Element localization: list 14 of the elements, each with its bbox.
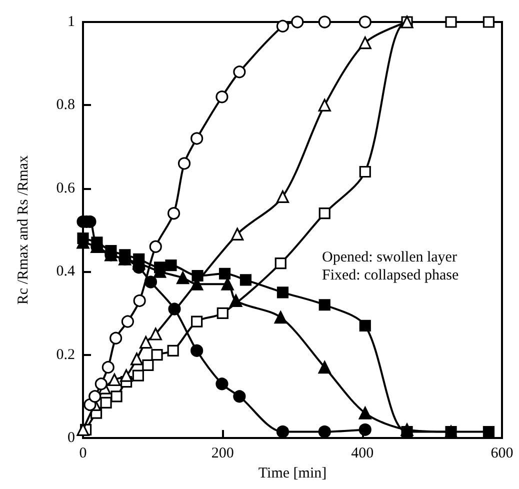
y-tick-label: 0.2 bbox=[56, 346, 75, 363]
x-tick-label: 200 bbox=[211, 446, 234, 462]
y-tick-label: 0 bbox=[68, 430, 75, 446]
x-axis-title: Time [min] bbox=[258, 465, 327, 482]
x-tick-label: 400 bbox=[351, 446, 374, 462]
y-axis-title: Rc /Rmax and Rs /Rmax bbox=[16, 154, 32, 305]
y-tick-label: 0.6 bbox=[56, 180, 76, 196]
x-tick-label: 0 bbox=[79, 446, 87, 462]
annotation: Opened: swollen layer bbox=[322, 250, 457, 266]
x-tick-label: 600 bbox=[490, 446, 514, 462]
y-tick-label: 0.8 bbox=[56, 97, 75, 114]
annotation: Fixed: collapsed phase bbox=[322, 268, 459, 284]
y-tick-label: 0.4 bbox=[56, 264, 76, 280]
y-tick-label: 1 bbox=[68, 14, 75, 30]
